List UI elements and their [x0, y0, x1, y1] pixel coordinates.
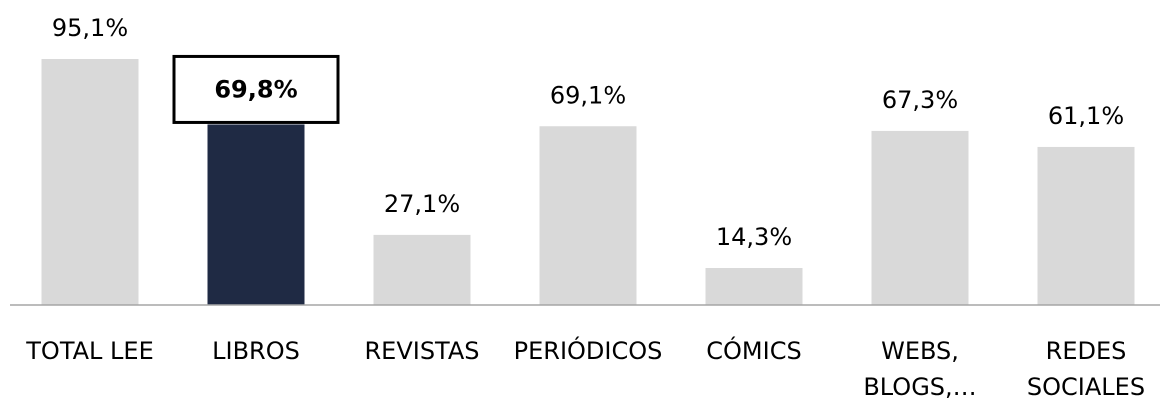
x-tick-label: REDES [1046, 337, 1127, 365]
highlight-box [172, 54, 340, 124]
x-tick-label: WEBS, [881, 337, 959, 365]
value-label: 27,1% [384, 190, 460, 218]
x-tick-label: TOTAL LEE [25, 337, 153, 365]
bar [207, 124, 305, 305]
x-tick-label: SOCIALES [1027, 373, 1145, 401]
value-label: 69,8% [214, 75, 297, 103]
x-tick-label: CÓMICS [706, 335, 801, 365]
bar [373, 234, 471, 305]
x-tick-label: BLOGS,… [863, 373, 976, 401]
value-label: 95,1% [52, 14, 128, 42]
value-label: 14,3% [716, 223, 792, 251]
bar [871, 130, 969, 305]
value-label: 67,3% [882, 86, 958, 114]
bar [41, 59, 139, 305]
value-label: 61,1% [1048, 102, 1124, 130]
value-label: 69,1% [550, 81, 626, 109]
bar [539, 126, 637, 305]
x-tick-label: REVISTAS [364, 337, 479, 365]
bar [1037, 146, 1135, 305]
bar [705, 268, 803, 305]
x-tick-label: LIBROS [212, 337, 300, 365]
x-tick-label: PERIÓDICOS [514, 335, 663, 365]
